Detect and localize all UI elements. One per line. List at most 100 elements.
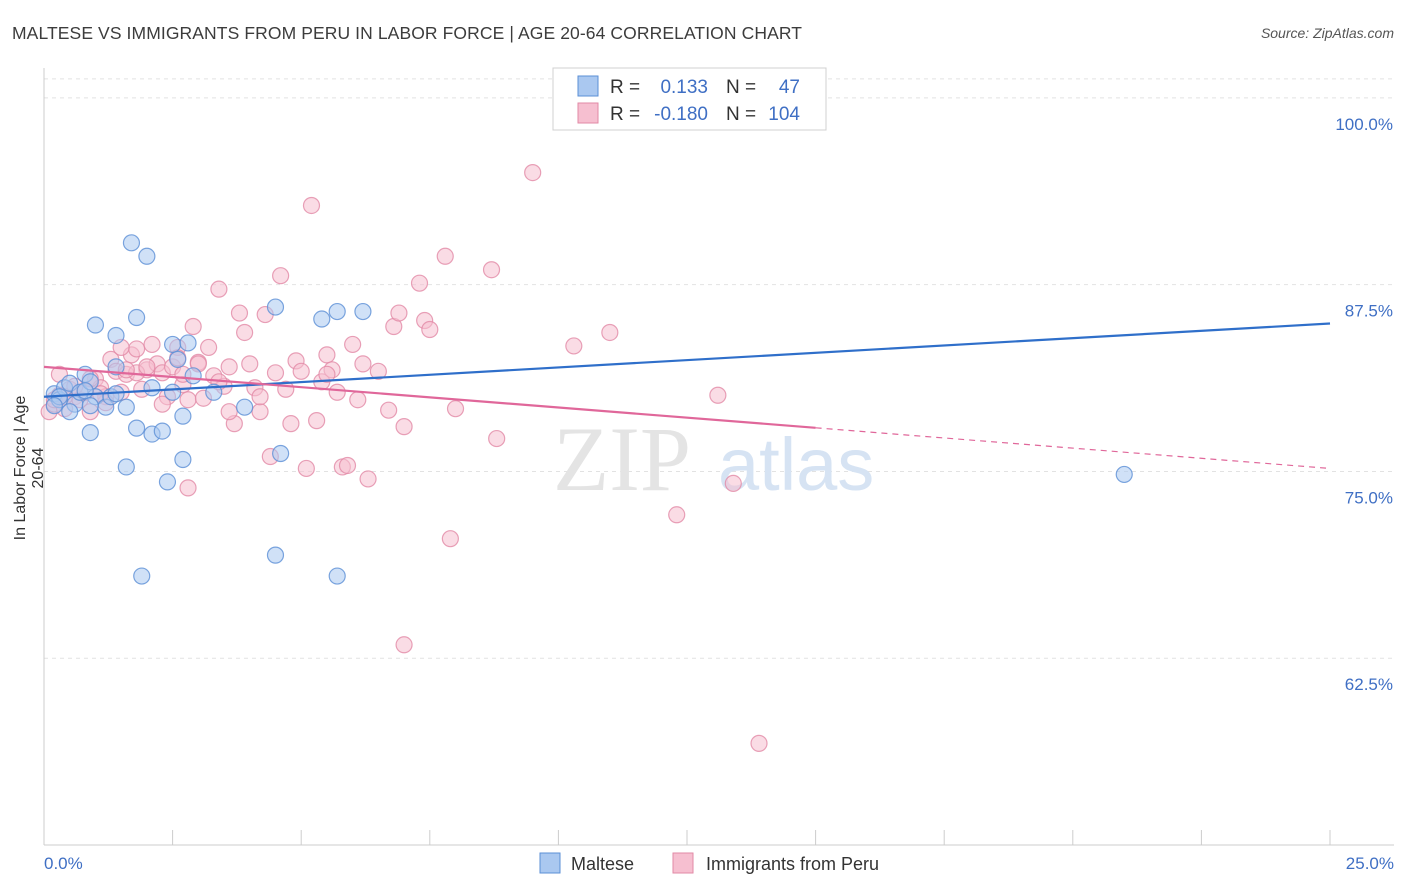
data-point	[61, 403, 79, 421]
data-point	[390, 304, 408, 322]
data-point	[122, 234, 141, 252]
data-point	[164, 335, 182, 354]
data-point	[349, 391, 367, 409]
data-point	[143, 335, 161, 354]
trendlines	[43, 322, 1331, 470]
trendline-peru	[43, 365, 816, 429]
data-point	[107, 358, 125, 376]
data-point	[174, 450, 192, 469]
legend-r-value-maltese: 0.133	[660, 77, 708, 98]
data-point	[184, 367, 202, 385]
data-point	[524, 163, 542, 182]
data-point	[133, 567, 151, 585]
data-point	[236, 323, 254, 342]
data-point	[143, 379, 161, 397]
data-point	[313, 310, 331, 328]
data-point	[107, 326, 125, 345]
data-point	[76, 382, 94, 400]
bottom-legend-swatch-maltese	[539, 852, 561, 874]
legend-swatch-peru	[577, 102, 599, 124]
data-point	[395, 418, 413, 436]
legend-n-value-maltese: 47	[779, 77, 800, 98]
data-point	[241, 355, 259, 373]
data-point	[127, 340, 146, 358]
data-point	[179, 334, 197, 352]
data-point	[436, 247, 454, 265]
data-point	[81, 397, 99, 415]
data-point	[153, 422, 171, 440]
bottom-legend: Maltese Immigrants from Peru	[539, 852, 879, 874]
data-point	[302, 196, 321, 215]
data-point	[380, 401, 398, 419]
legend-swatch-maltese	[577, 75, 599, 97]
data-point	[220, 358, 238, 376]
data-point	[266, 364, 285, 382]
x-ticks	[43, 830, 1331, 845]
data-point	[750, 734, 768, 752]
data-point	[354, 302, 372, 321]
data-point	[318, 365, 336, 383]
data-point	[179, 391, 197, 409]
top-legend: R = 0.133 N = 47 R = -0.180 N = 104	[552, 67, 827, 131]
y-tick-labels: 62.5% 75.0% 87.5% 100.0%	[1335, 115, 1393, 694]
data-point	[236, 398, 254, 416]
data-point	[153, 395, 171, 413]
data-point	[668, 506, 686, 524]
y-tick-label: 87.5%	[1345, 302, 1393, 321]
legend-r-label-maltese: R =	[610, 77, 640, 98]
data-point	[220, 403, 238, 421]
data-point	[210, 280, 228, 298]
legend-n-value-peru: 104	[768, 104, 800, 125]
data-point	[138, 247, 156, 265]
y-tick-label: 100.0%	[1335, 115, 1393, 134]
data-point	[1115, 465, 1133, 484]
trendline-peru-extension	[815, 427, 1331, 470]
chart-source: Source: ZipAtlas.com	[1260, 25, 1394, 41]
data-point	[127, 308, 146, 327]
data-point	[164, 383, 182, 401]
data-point	[251, 388, 269, 406]
x-tick-label-max: 25.0%	[1346, 854, 1394, 873]
bottom-legend-swatch-peru	[672, 852, 694, 874]
axes	[43, 68, 1394, 846]
data-point	[446, 400, 465, 418]
data-point	[328, 383, 346, 401]
bottom-legend-label-peru: Immigrants from Peru	[706, 854, 879, 874]
watermark-atlas: atlas	[718, 423, 874, 506]
data-point	[601, 323, 619, 342]
data-point	[308, 412, 326, 430]
data-point	[81, 423, 99, 442]
data-point	[266, 546, 285, 564]
data-point	[127, 419, 146, 437]
data-point	[328, 302, 346, 321]
data-point	[117, 398, 135, 416]
data-point	[282, 415, 300, 433]
data-point	[488, 429, 506, 448]
bottom-legend-label-maltese: Maltese	[571, 854, 634, 874]
data-point	[354, 355, 372, 373]
x-tick-label-min: 0.0%	[44, 854, 83, 873]
data-point	[117, 458, 135, 476]
data-point	[272, 267, 290, 285]
data-point	[318, 346, 336, 364]
data-point	[292, 362, 310, 380]
data-point	[328, 567, 346, 585]
data-point	[369, 362, 387, 380]
data-point	[266, 298, 285, 316]
data-point	[297, 459, 315, 478]
data-point	[174, 407, 192, 425]
data-point	[421, 320, 439, 339]
data-point	[410, 274, 429, 292]
data-point	[138, 358, 156, 376]
data-point	[179, 479, 197, 497]
data-point	[45, 397, 63, 415]
legend-n-label-peru: N =	[726, 104, 756, 125]
data-point	[230, 304, 249, 322]
data-point	[86, 316, 105, 334]
data-point	[441, 530, 459, 548]
data-point	[482, 261, 501, 279]
data-point	[169, 350, 187, 368]
data-point	[272, 444, 290, 463]
data-point	[565, 337, 583, 355]
